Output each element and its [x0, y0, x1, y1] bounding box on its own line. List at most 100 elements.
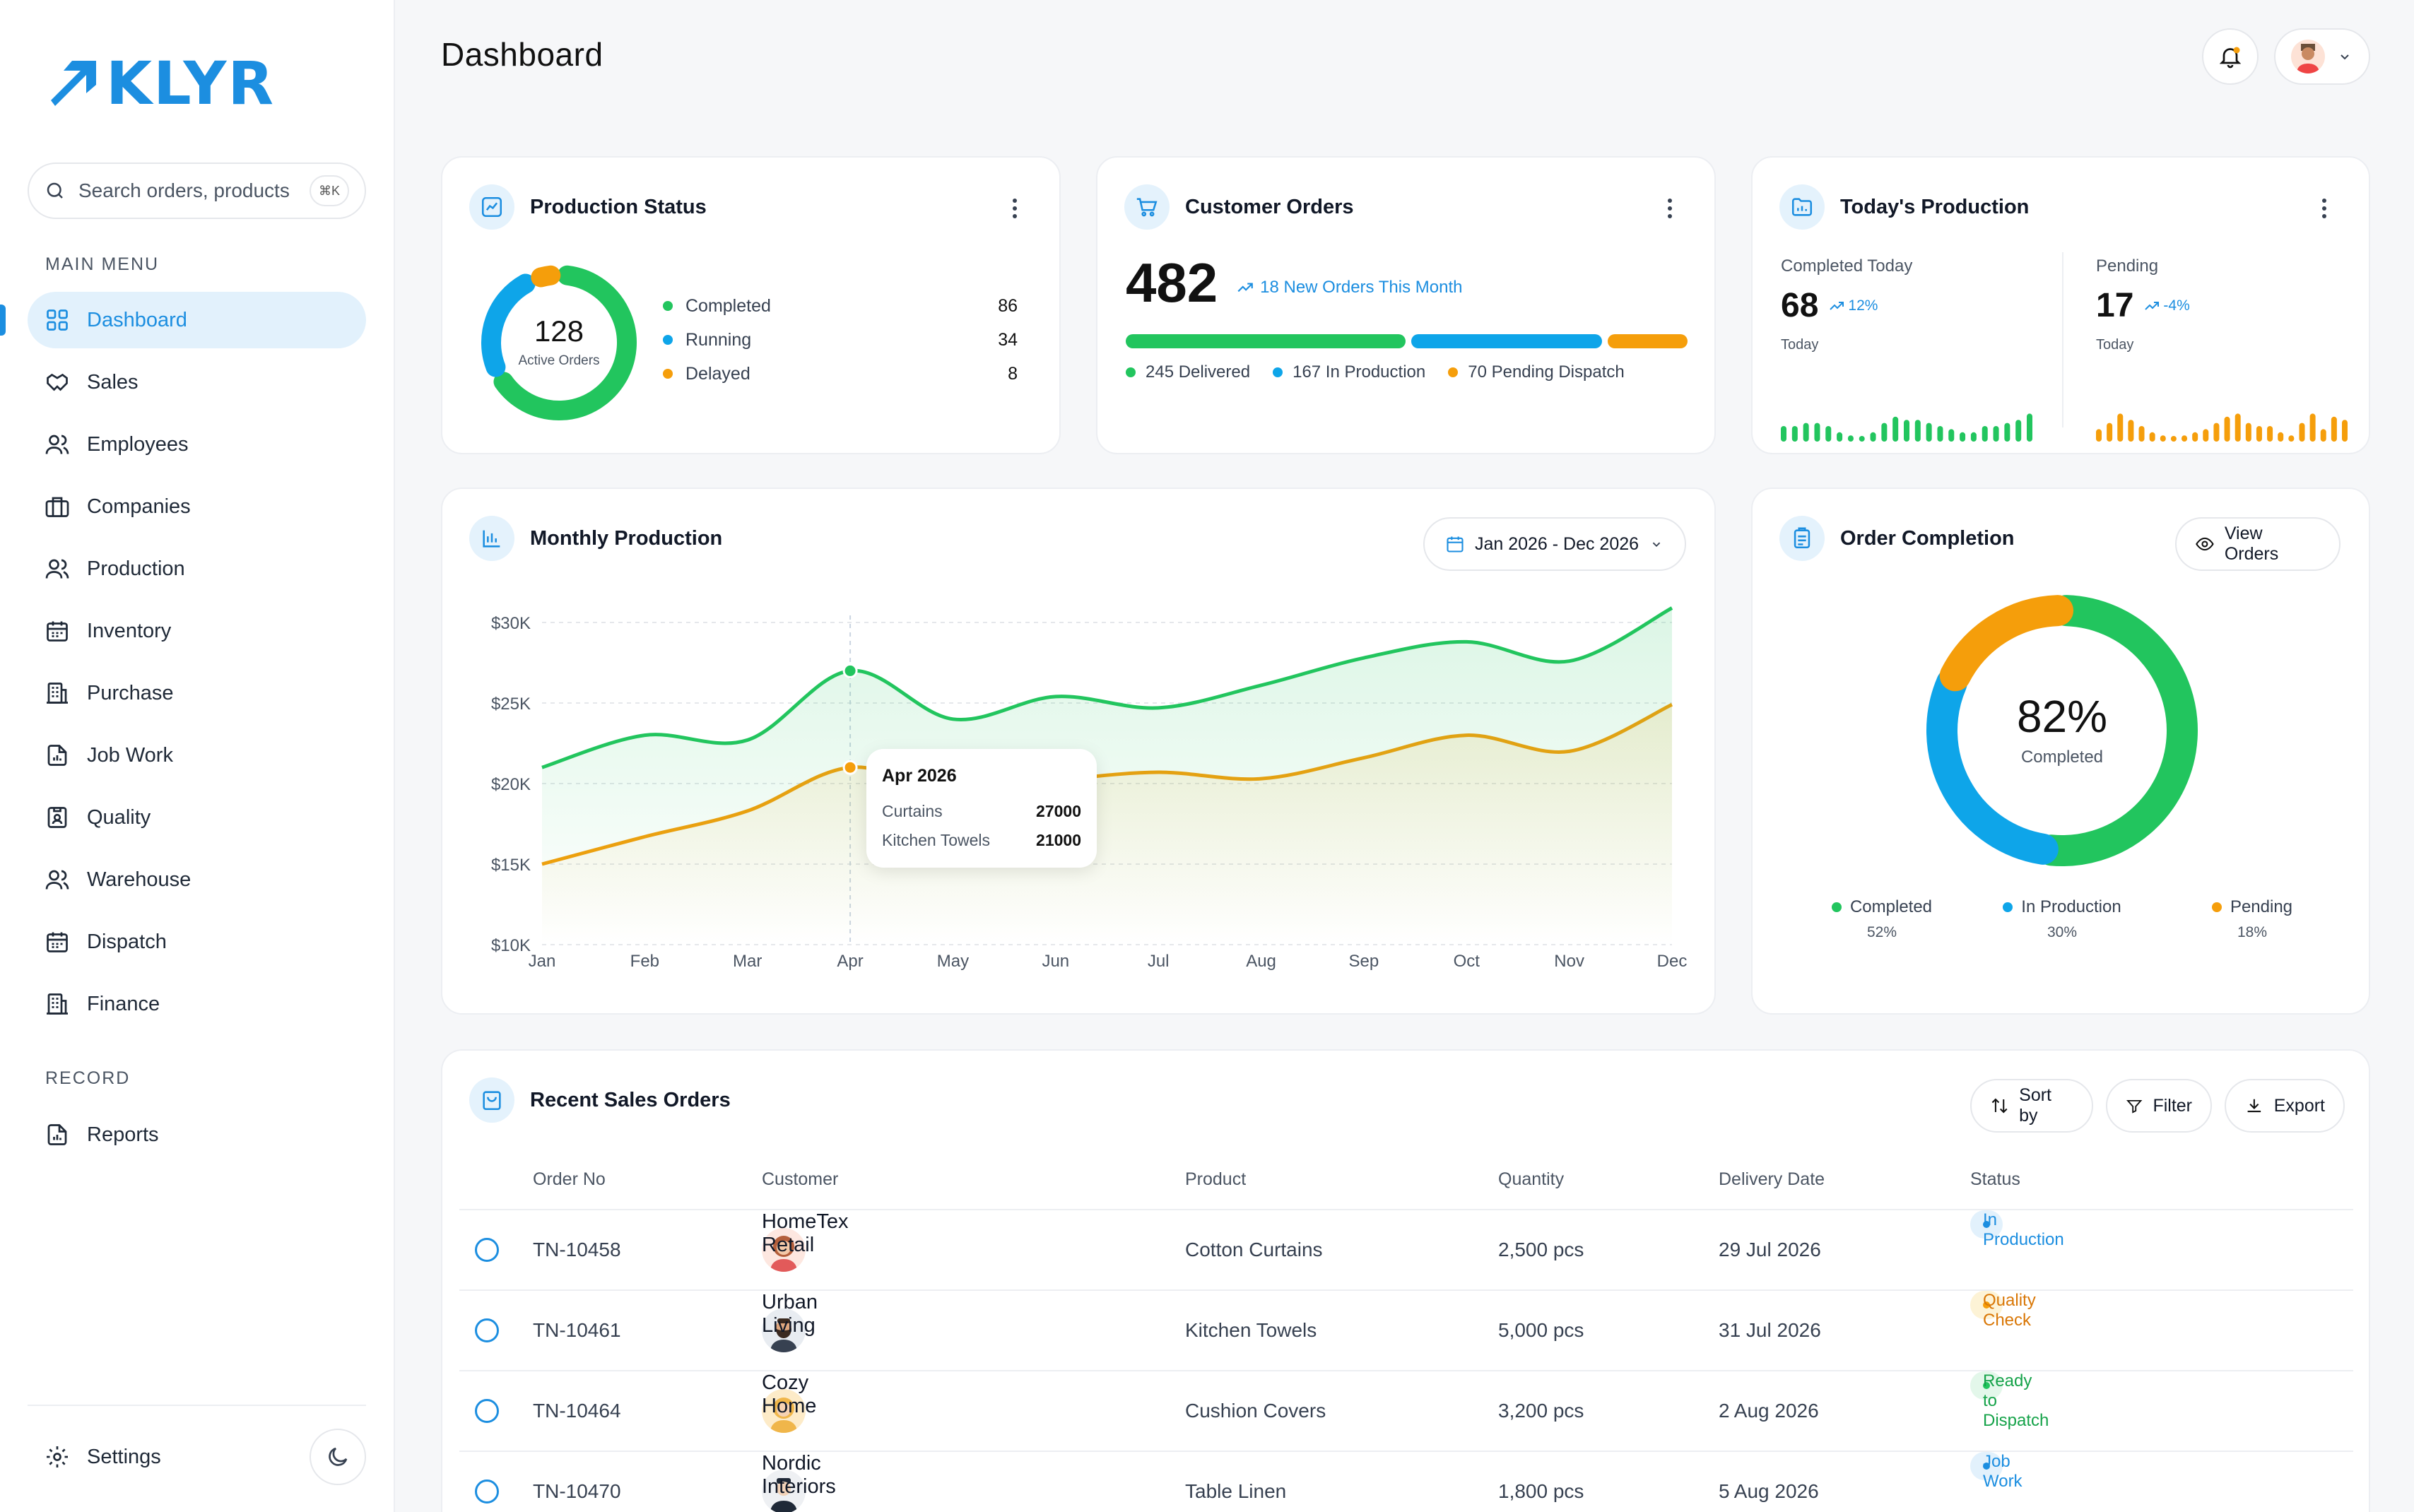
sparkline-bar — [1970, 432, 1977, 442]
main-menu-label: MAIN MENU — [45, 254, 160, 274]
column-header[interactable]: Delivery Date — [1719, 1169, 1825, 1189]
more-options-icon[interactable] — [2322, 199, 2326, 218]
nav-item-purchase[interactable]: Purchase — [28, 665, 366, 721]
more-options-icon[interactable] — [1013, 199, 1017, 218]
customer-orders-card: Customer Orders 482 18 New Orders This M… — [1096, 156, 1716, 454]
card-title: Order Completion — [1840, 526, 2015, 550]
quantity: 5,000 pcs — [1498, 1319, 1584, 1341]
bell-icon — [2219, 47, 2242, 69]
sparkline-bar — [2245, 423, 2251, 442]
sparkline-bar — [2267, 426, 2273, 442]
nav-item-sales[interactable]: Sales — [28, 354, 366, 411]
sparkline-bar — [1892, 416, 1899, 442]
grid-icon — [47, 309, 68, 331]
user-avatar-icon — [2297, 44, 2319, 73]
search-input[interactable] — [78, 179, 297, 202]
filter-button[interactable]: Filter — [2106, 1079, 2212, 1133]
donut-center: 128 Active Orders — [474, 258, 644, 427]
table-header: Order No Customer Product Quantity Deliv… — [459, 1169, 2353, 1210]
nav-item-companies[interactable]: Companies — [28, 478, 366, 535]
card-title: Recent Sales Orders — [530, 1088, 731, 1111]
nav-label: Warehouse — [87, 868, 192, 891]
sparkline-bar — [1926, 423, 1932, 442]
highlight-point[interactable] — [842, 663, 858, 678]
stat-label: Completed Today — [1781, 256, 1913, 276]
nav-item-production[interactable]: Production — [28, 541, 366, 597]
nav-item-warehouse[interactable]: Warehouse — [28, 851, 366, 908]
donut-segment — [1939, 595, 2074, 692]
x-tick-label: Nov — [1554, 952, 1584, 971]
bar-chart-icon — [483, 530, 500, 548]
y-tick-label: $15K — [491, 856, 531, 875]
row-select-radio[interactable] — [475, 1479, 499, 1504]
nav-item-dashboard[interactable]: Dashboard — [28, 292, 366, 348]
chart-tooltip: Apr 2026 Curtains 27000 Kitchen Towels 2… — [866, 749, 1097, 868]
column-header[interactable]: Customer — [762, 1169, 839, 1189]
nav-label: Inventory — [87, 619, 172, 642]
nav-item-reports[interactable]: Reports — [28, 1106, 366, 1163]
sparkline-bar — [2213, 423, 2220, 442]
table-row[interactable]: TN-10464 Cozy Home Cushion Covers 3,200 … — [459, 1371, 2353, 1452]
avatar — [2291, 40, 2325, 73]
id-badge-icon — [47, 807, 67, 828]
man-avatar-icon — [770, 1478, 797, 1512]
nav-item-inventory[interactable]: Inventory — [28, 603, 366, 659]
nav-item-quality[interactable]: Quality — [28, 789, 366, 846]
customer-name: Nordic Interiors — [762, 1452, 836, 1498]
sparkline-bar — [1837, 432, 1843, 442]
nav-item-settings[interactable]: Settings — [28, 1429, 366, 1485]
legend-value: 8 — [1008, 363, 1018, 384]
table-row[interactable]: TN-10461 Urban Living Kitchen Towels 5,0… — [459, 1291, 2353, 1371]
nav-item-finance[interactable]: Finance — [28, 976, 366, 1032]
orders-total-row: 482 18 New Orders This Month — [1126, 255, 1462, 310]
column-header[interactable]: Order No — [533, 1169, 606, 1189]
nav-item-employees[interactable]: Employees — [28, 416, 366, 473]
nav-label: Production — [87, 557, 185, 580]
tooltip-row: Curtains 27000 — [882, 802, 1081, 821]
date-range-picker[interactable]: Jan 2026 - Dec 2026 — [1423, 517, 1686, 571]
x-tick-label: Jul — [1148, 952, 1170, 971]
delivery-date: 31 Jul 2026 — [1719, 1319, 1821, 1341]
tooltip-label: Kitchen Towels — [882, 831, 990, 849]
x-tick-label: Aug — [1246, 952, 1276, 971]
table-row[interactable]: TN-10458 HomeTex Retail Cotton Curtains … — [459, 1210, 2353, 1291]
legend-completed: Completed 86 — [663, 289, 1018, 323]
chevron-down-icon — [2341, 54, 2349, 60]
theme-toggle-button[interactable] — [310, 1429, 366, 1485]
export-button[interactable]: Export — [2225, 1079, 2345, 1133]
stat-change-text: -4% — [2163, 297, 2190, 314]
avatar — [762, 1228, 806, 1272]
brand-logo[interactable]: KLYR — [51, 54, 275, 113]
notifications-button[interactable] — [2202, 28, 2259, 85]
column-header[interactable]: Status — [1970, 1169, 2020, 1189]
nav-item-dispatch[interactable]: Dispatch — [28, 914, 366, 970]
recent-orders-card: Recent Sales Orders Sort by Filter Expor… — [441, 1049, 2370, 1512]
more-options-icon[interactable] — [1668, 199, 1672, 218]
row-select-radio[interactable] — [475, 1318, 499, 1342]
row-select-radio[interactable] — [475, 1238, 499, 1262]
customer-name: Cozy Home — [762, 1371, 817, 1417]
legend-dot — [663, 369, 673, 379]
woman-blonde-avatar-icon — [770, 1398, 797, 1433]
table-row[interactable]: TN-10470 Nordic Interiors Table Linen 1,… — [459, 1452, 2353, 1512]
sort-by-button[interactable]: Sort by — [1970, 1079, 2093, 1133]
customer-cell: Nordic Interiors — [762, 1452, 836, 1512]
stat-label: Pending — [2096, 256, 2159, 276]
highlight-point[interactable] — [842, 760, 858, 775]
legend-dot — [1448, 367, 1459, 377]
man-beard-avatar-icon — [770, 1318, 797, 1352]
legend-pct: 18% — [2237, 924, 2268, 940]
file-chart-icon — [47, 745, 67, 766]
column-header[interactable]: Quantity — [1498, 1169, 1565, 1189]
column-header[interactable]: Product — [1185, 1169, 1247, 1189]
gear-icon — [47, 1446, 68, 1467]
profile-menu-button[interactable] — [2274, 28, 2370, 85]
settings-label: Settings — [87, 1445, 161, 1468]
legend-pct: 30% — [2047, 924, 2078, 940]
completion-percent: 82% — [2016, 691, 2108, 742]
view-orders-button[interactable]: View Orders — [2175, 517, 2341, 571]
todays-production-card: Today's Production Completed Today 68 12… — [1751, 156, 2370, 454]
row-select-radio[interactable] — [475, 1399, 499, 1423]
nav-item-job-work[interactable]: Job Work — [28, 727, 366, 784]
sparkline-bar — [2004, 423, 2010, 442]
